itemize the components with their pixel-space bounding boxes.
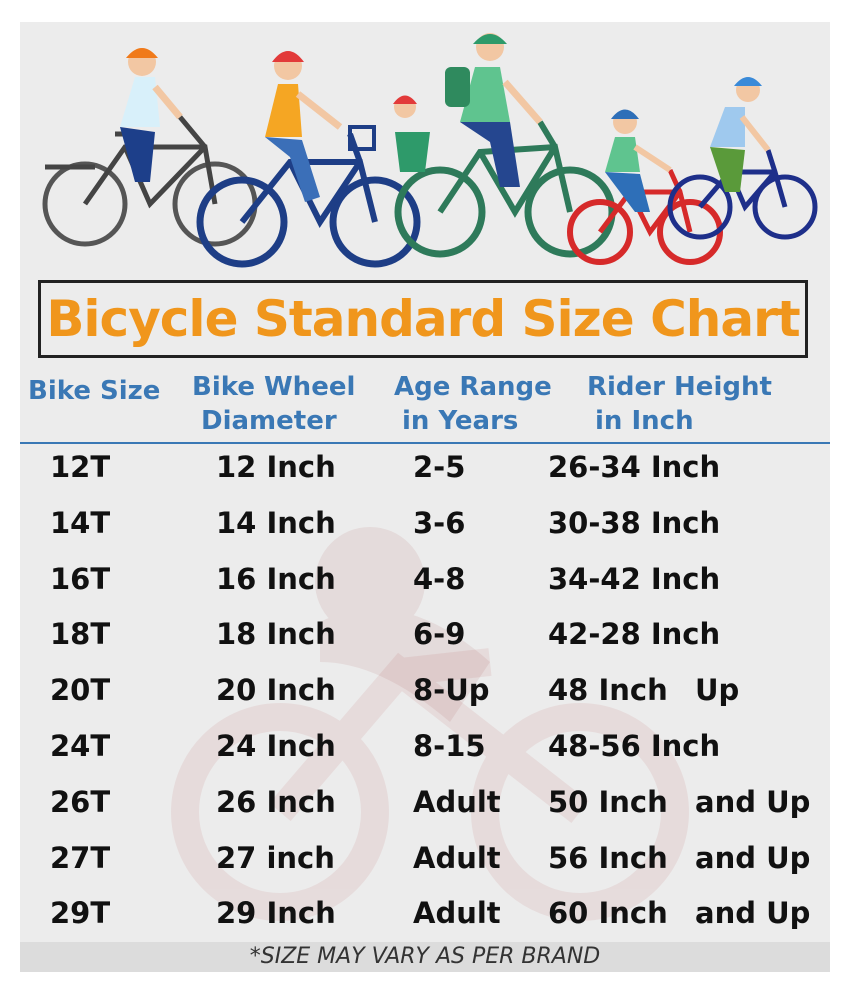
cell-wheel-diameter: 12 Inch	[216, 450, 336, 484]
cell-rider-height: 50 Inch	[548, 784, 668, 819]
cell-wheel-diameter: 26 Inch	[216, 784, 336, 819]
cell-bike-size: 12T	[50, 450, 111, 484]
title-box: Bicycle Standard Size Chart	[38, 280, 808, 358]
cell-age-range: 8-15	[413, 729, 486, 763]
header-age-line2: in Years	[402, 406, 519, 436]
cell-rider-height: 60 Inch	[548, 896, 668, 931]
cell-bike-size: 24T	[50, 729, 111, 763]
cell-height-suffix: and Up	[695, 896, 811, 931]
cell-age-range: 4-8	[413, 561, 466, 596]
rider-1-icon	[42, 48, 258, 247]
cell-rider-height: 26-34 Inch	[548, 450, 721, 484]
cell-age-range: Adult	[413, 784, 501, 819]
cell-wheel-diameter: 18 Inch	[216, 617, 336, 652]
rider-5-icon	[667, 77, 818, 240]
footer-note: *SIZE MAY VARY AS PER BRAND	[249, 944, 601, 969]
cell-height-suffix: and Up	[695, 784, 811, 819]
header-wheel-line1: Bike Wheel	[192, 372, 356, 402]
cell-age-range: 8-Up	[413, 673, 490, 708]
cell-bike-size: 26T	[50, 784, 111, 819]
header-bike-size: Bike Size	[28, 376, 161, 406]
page-title: Bicycle Standard Size Chart	[46, 290, 800, 348]
cell-age-range: Adult	[413, 896, 501, 931]
cell-bike-size: 29T	[50, 896, 111, 931]
cell-rider-height: 42-28 Inch	[548, 617, 721, 652]
header-height-line1: Rider Height	[587, 372, 772, 402]
cell-bike-size: 27T	[50, 840, 111, 875]
cell-rider-height: 56 Inch	[548, 840, 668, 875]
cell-age-range: Adult	[413, 840, 501, 875]
cell-bike-size: 20T	[50, 673, 111, 708]
cell-bike-size: 14T	[50, 505, 111, 540]
cell-rider-height: 30-38 Inch	[548, 505, 721, 540]
cell-wheel-diameter: 27 inch	[216, 840, 335, 875]
cell-rider-height: 48 Inch	[548, 673, 668, 708]
rider-2-icon	[196, 51, 421, 268]
header-age-line1: Age Range	[394, 372, 552, 402]
cell-wheel-diameter: 20 Inch	[216, 673, 336, 708]
cell-rider-height: 48-56 Inch	[548, 729, 721, 763]
cell-age-range: 3-6	[413, 505, 466, 540]
cell-wheel-diameter: 29 Inch	[216, 896, 336, 931]
cyclist-watermark-icon	[171, 527, 689, 921]
cell-wheel-diameter: 16 Inch	[216, 561, 336, 596]
cell-bike-size: 18T	[50, 617, 111, 652]
header-wheel-line2: Diameter	[201, 406, 337, 436]
cell-age-range: 6-9	[413, 617, 466, 652]
cell-height-suffix: Up	[695, 673, 740, 708]
footer-bar	[20, 942, 830, 972]
cell-height-suffix: and Up	[695, 840, 811, 875]
header-divider	[20, 442, 830, 444]
cell-bike-size: 16T	[50, 561, 111, 596]
rider-4-icon	[567, 109, 723, 265]
cell-age-range: 2-5	[413, 450, 466, 484]
size-chart-card: Bicycle Standard Size Chart Bike Size Bi…	[20, 22, 830, 972]
cell-wheel-diameter: 14 Inch	[216, 505, 336, 540]
family-cyclists-illustration	[42, 33, 818, 268]
cell-rider-height: 34-42 Inch	[548, 561, 721, 596]
rider-3-icon	[393, 33, 616, 258]
header-height-line2: in Inch	[595, 406, 694, 436]
cell-wheel-diameter: 24 Inch	[216, 729, 336, 763]
